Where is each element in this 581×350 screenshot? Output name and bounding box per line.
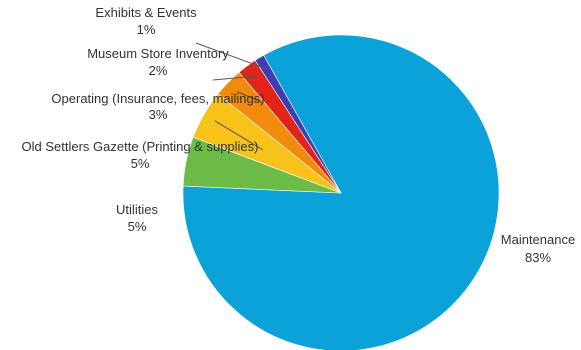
slice-value-label-2: 5% bbox=[131, 156, 150, 171]
slice-value-label-5: 1% bbox=[137, 22, 156, 37]
slice-value-label-4: 2% bbox=[149, 63, 168, 78]
slice-label-2: Old Settlers Gazette (Printing & supplie… bbox=[22, 139, 259, 154]
leader-line-2 bbox=[214, 120, 264, 151]
slice-label-4: Museum Store Inventory bbox=[87, 46, 229, 61]
leader-line-3 bbox=[236, 90, 264, 104]
slice-label-5: Exhibits & Events bbox=[95, 5, 197, 20]
pie-slice-5 bbox=[254, 54, 342, 194]
leader-line-4 bbox=[212, 75, 255, 81]
slice-value-label-3: 3% bbox=[149, 107, 168, 122]
slice-label-1: Utilities bbox=[116, 202, 158, 217]
slice-value-label-0: 83% bbox=[525, 250, 551, 265]
slice-label-3: Operating (Insurance, fees, mailings) bbox=[51, 91, 264, 106]
slice-label-0: Maintenance bbox=[501, 232, 575, 247]
slice-value-label-1: 5% bbox=[128, 219, 147, 234]
leader-line-5 bbox=[195, 42, 267, 70]
